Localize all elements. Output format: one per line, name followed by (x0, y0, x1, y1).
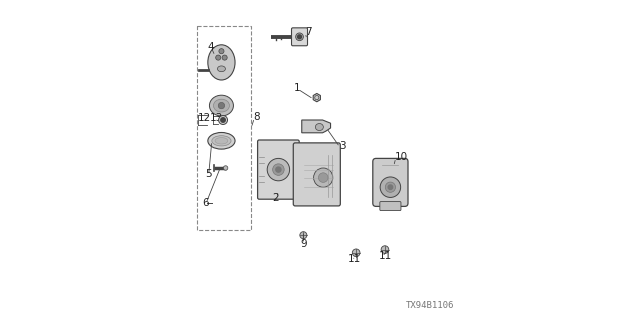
FancyBboxPatch shape (380, 202, 401, 211)
Text: TX94B1106: TX94B1106 (406, 301, 454, 310)
Circle shape (352, 249, 360, 257)
Text: 11: 11 (380, 251, 392, 261)
Circle shape (380, 177, 401, 197)
Ellipse shape (209, 95, 234, 116)
Text: 7: 7 (305, 27, 311, 37)
Text: 6: 6 (202, 197, 209, 208)
Ellipse shape (316, 124, 323, 131)
Circle shape (268, 158, 289, 181)
Text: 3: 3 (339, 140, 346, 151)
Text: 4: 4 (207, 42, 214, 52)
Circle shape (296, 33, 303, 41)
FancyBboxPatch shape (292, 28, 307, 46)
Text: 5: 5 (205, 169, 211, 180)
Text: 1: 1 (294, 83, 300, 93)
Circle shape (219, 49, 224, 54)
Polygon shape (302, 120, 331, 133)
Text: 2: 2 (273, 193, 279, 203)
Circle shape (385, 182, 396, 192)
Ellipse shape (215, 138, 228, 144)
Polygon shape (313, 93, 321, 102)
Text: 8: 8 (253, 112, 260, 122)
Circle shape (276, 167, 281, 172)
Text: 13: 13 (210, 113, 223, 124)
Circle shape (273, 164, 284, 175)
Ellipse shape (218, 66, 225, 72)
Circle shape (314, 168, 333, 187)
FancyBboxPatch shape (258, 140, 300, 199)
Ellipse shape (212, 136, 231, 146)
Ellipse shape (208, 45, 235, 80)
Circle shape (216, 55, 221, 60)
Bar (197, 26, 251, 230)
Text: 12: 12 (198, 113, 211, 124)
Circle shape (219, 116, 228, 124)
Ellipse shape (208, 132, 235, 149)
Ellipse shape (214, 99, 230, 112)
Circle shape (388, 185, 393, 189)
Polygon shape (271, 191, 278, 199)
FancyBboxPatch shape (293, 143, 340, 206)
Circle shape (223, 166, 228, 170)
FancyBboxPatch shape (372, 158, 408, 206)
Text: 11: 11 (348, 254, 362, 264)
Circle shape (221, 118, 225, 122)
Circle shape (218, 102, 225, 109)
Text: 9: 9 (300, 239, 307, 249)
Circle shape (300, 232, 307, 239)
Text: 10: 10 (396, 152, 408, 162)
Circle shape (319, 173, 328, 182)
Circle shape (222, 55, 227, 60)
Circle shape (298, 35, 301, 39)
Circle shape (381, 246, 388, 253)
